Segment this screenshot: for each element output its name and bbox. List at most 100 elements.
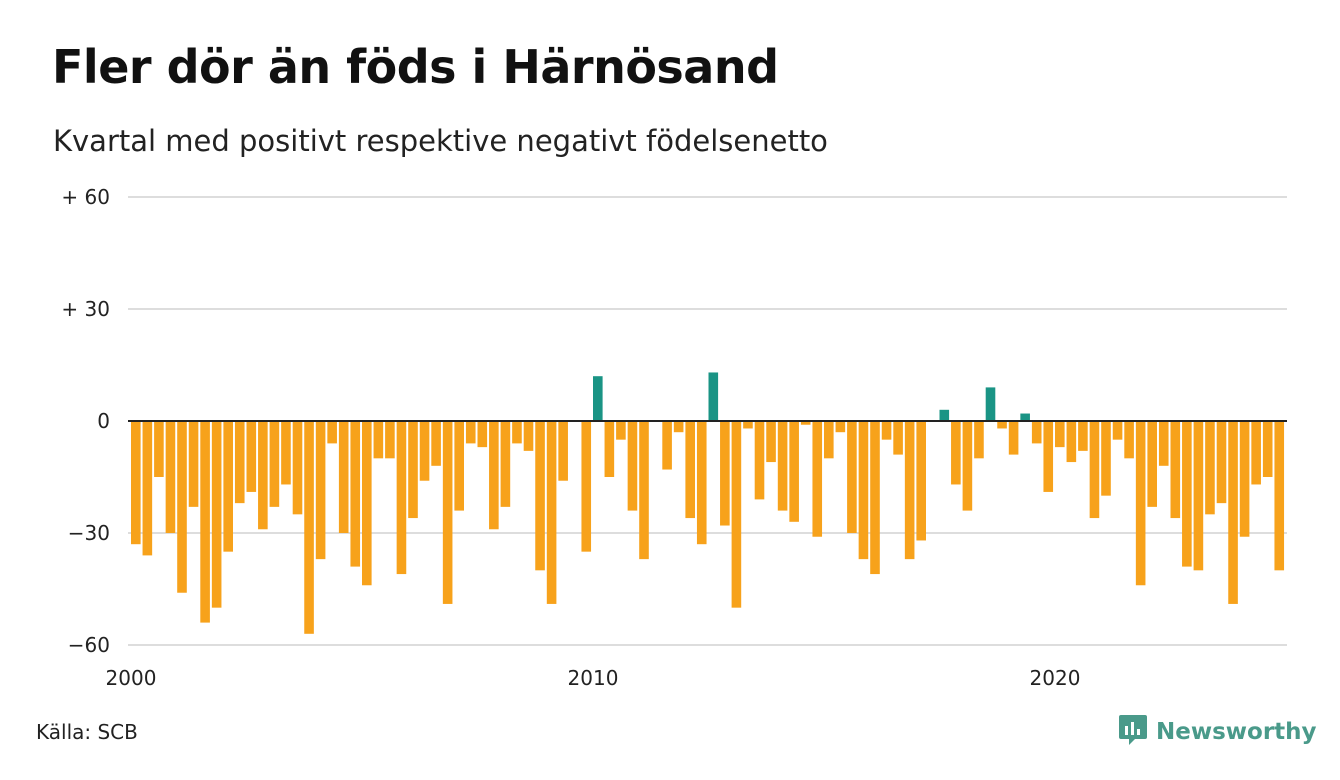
bar-49: [696, 421, 707, 545]
bar-33: [512, 421, 522, 444]
bar-51: [720, 421, 730, 526]
bar-83: [1089, 421, 1100, 519]
bar-92: [1193, 421, 1204, 571]
bar-34: [523, 421, 534, 451]
bar-5: [188, 421, 199, 507]
bar-82: [1078, 421, 1088, 451]
bar-67: [904, 421, 915, 560]
bar-88: [1147, 421, 1157, 507]
bar-58: [800, 421, 811, 425]
bar-65: [881, 421, 892, 440]
y-tick-label: + 30: [61, 297, 110, 321]
bar-47: [673, 421, 684, 433]
bar-72: [962, 421, 973, 511]
bar-50: [708, 372, 719, 421]
bar-3: [165, 421, 176, 533]
bar-59: [812, 421, 823, 537]
bar-15: [304, 421, 314, 634]
bar-36: [546, 421, 557, 604]
bar-56: [777, 421, 788, 511]
bar-23: [396, 421, 407, 575]
bar-22: [385, 421, 395, 459]
bar-6: [200, 421, 210, 623]
y-tick-label: −60: [68, 633, 110, 657]
bar-91: [1182, 421, 1192, 567]
y-tick-label: + 60: [61, 185, 110, 209]
bar-54: [754, 421, 765, 500]
bar-21: [373, 421, 384, 459]
bar-94: [1216, 421, 1227, 504]
bar-81: [1066, 421, 1077, 463]
gridlines: [128, 196, 1287, 646]
bar-10: [246, 421, 257, 492]
chart-title: Fler dör än föds i Härnösand: [52, 40, 779, 94]
bar-68: [916, 421, 926, 541]
bar-48: [685, 421, 695, 519]
brand-name: Newsworthy: [1156, 719, 1317, 745]
bar-90: [1170, 421, 1181, 519]
bar-80: [1055, 421, 1065, 448]
bar-16: [315, 421, 326, 560]
bar-61: [835, 421, 846, 433]
bar-70: [939, 409, 950, 421]
bar-52: [731, 421, 742, 608]
bar-60: [824, 421, 834, 459]
brand-logo[interactable]: Newsworthy: [1118, 714, 1317, 750]
bar-40: [593, 376, 603, 421]
bar-97: [1251, 421, 1261, 485]
bar-31: [489, 421, 499, 530]
bar-41: [604, 421, 615, 477]
bar-79: [1043, 421, 1054, 492]
bar-71: [951, 421, 961, 485]
bar-42: [616, 421, 626, 440]
bar-98: [1262, 421, 1273, 477]
bar-17: [327, 421, 337, 444]
bar-18: [338, 421, 349, 533]
bar-26: [431, 421, 441, 466]
bar-7: [211, 421, 222, 608]
bar-99: [1274, 421, 1285, 571]
bar-4: [177, 421, 187, 593]
bar-86: [1124, 421, 1134, 459]
bar-57: [789, 421, 799, 522]
bar-96: [1239, 421, 1250, 537]
bar-64: [870, 421, 880, 575]
chart-subtitle: Kvartal med positivt respektive negativt…: [53, 124, 828, 158]
x-tick-label: 2020: [1030, 666, 1081, 690]
bar-44: [639, 421, 649, 560]
bar-77: [1020, 413, 1030, 421]
bar-12: [269, 421, 280, 507]
x-tick-label: 2000: [106, 666, 157, 690]
bar-35: [535, 421, 545, 571]
bar-62: [847, 421, 857, 533]
bar-30: [477, 421, 488, 448]
bar-84: [1101, 421, 1111, 496]
bar-37: [558, 421, 568, 481]
bar-53: [743, 421, 753, 429]
axes: + 60 + 30 0 −30 −60 2000 2010 2020: [61, 185, 1287, 690]
source-note: Källa: SCB: [36, 720, 138, 744]
bar-87: [1135, 421, 1146, 586]
bar-27: [442, 421, 453, 604]
newsworthy-logo-icon: [1118, 714, 1148, 750]
bar-9: [234, 421, 245, 504]
bar-29: [465, 421, 476, 444]
bar-0: [131, 421, 141, 545]
bar-32: [500, 421, 511, 507]
bar-75: [997, 421, 1007, 429]
bar-25: [419, 421, 430, 481]
bar-chart: + 60 + 30 0 −30 −60 2000 2010 2020: [61, 185, 1287, 690]
bar-46: [662, 421, 672, 470]
x-tick-label: 2010: [568, 666, 619, 690]
bar-55: [766, 421, 776, 463]
bars: [131, 372, 1285, 634]
bar-73: [974, 421, 984, 459]
bar-20: [362, 421, 372, 586]
bar-66: [893, 421, 903, 455]
bar-95: [1228, 421, 1238, 604]
bar-78: [1031, 421, 1042, 444]
bar-1: [142, 421, 153, 556]
bar-2: [154, 421, 164, 477]
bar-43: [627, 421, 638, 511]
bar-14: [292, 421, 303, 515]
